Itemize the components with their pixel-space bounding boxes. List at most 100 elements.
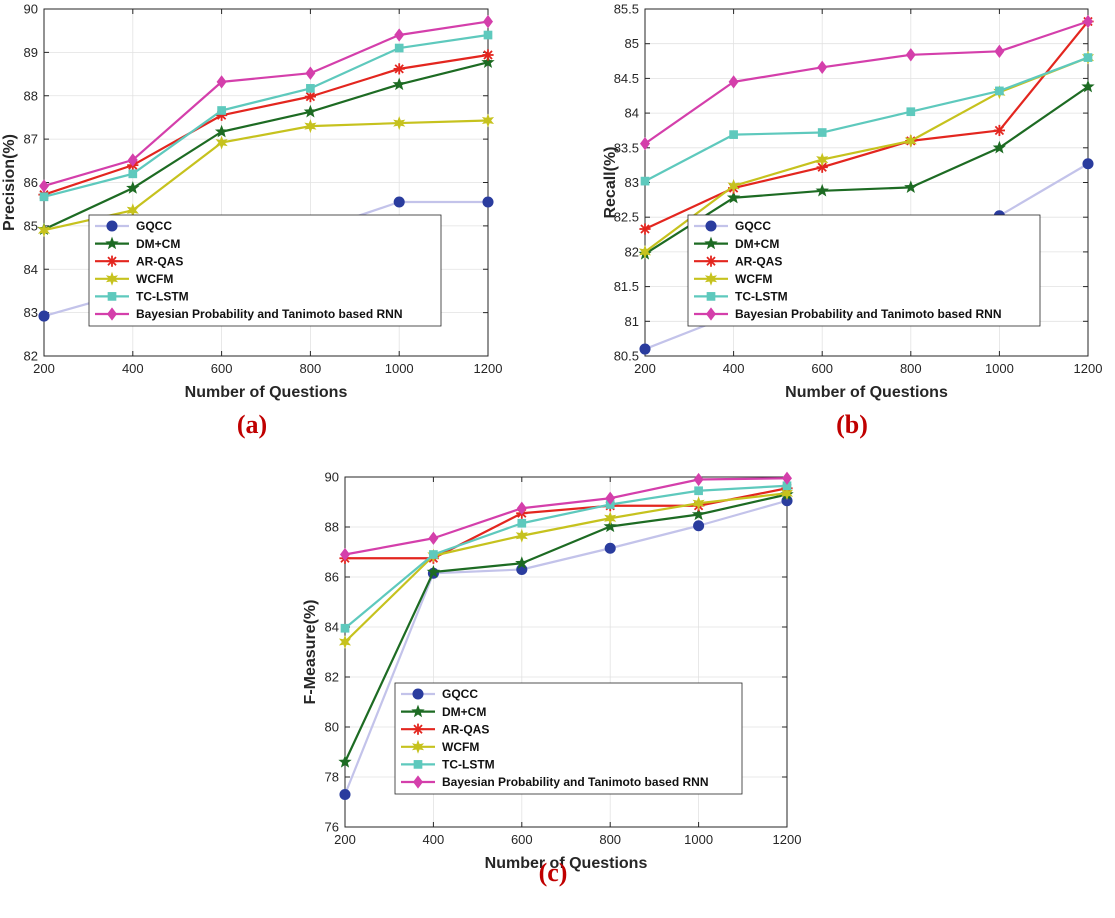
y-tick-label: 86: [24, 175, 38, 190]
legend-marker-dm-cm: [105, 236, 119, 250]
data-point-wcfm: [304, 119, 317, 134]
data-point-bayesian-probability-and-tanimoto-based-rnn: [782, 471, 792, 485]
data-point-bayesian-probability-and-tanimoto-based-rnn: [994, 44, 1005, 58]
y-tick-label: 89: [24, 45, 38, 60]
data-point-wcfm: [481, 113, 495, 128]
series-line-gqcc: [343, 499, 788, 795]
x-axis-label: Number of Questions: [785, 384, 948, 401]
series-line-ar-qas: [43, 53, 489, 196]
series-line-ar-qas: [345, 487, 788, 560]
x-axis-label: Number of Questions: [185, 384, 348, 401]
data-point-dm-cm: [815, 183, 829, 197]
data-point-dm-cm: [426, 565, 441, 578]
legend-label-gqcc: GQCC: [136, 219, 172, 233]
data-point-gqcc: [482, 196, 494, 208]
legend-marker-tc-lstm: [413, 760, 423, 769]
data-point-bayesian-probability-and-tanimoto-based-rnn: [905, 48, 916, 62]
data-point-dm-cm: [481, 55, 495, 69]
y-tick-label: 90: [325, 470, 339, 485]
data-point-tc-lstm: [39, 192, 49, 202]
legend-marker-wcfm: [105, 271, 119, 286]
data-point-dm-cm: [603, 519, 617, 533]
x-tick-label: 800: [900, 361, 922, 376]
y-tick-label: 88: [24, 88, 38, 103]
data-point-dm-cm: [392, 77, 406, 91]
legend-label-gqcc: GQCC: [735, 219, 771, 233]
y-tick-label: 84: [24, 262, 38, 277]
x-tick-label: 600: [511, 832, 533, 847]
legend-marker-ar-qas: [412, 723, 424, 735]
data-point-wcfm: [727, 178, 740, 193]
x-tick-label: 800: [300, 361, 322, 376]
data-point-bayesian-probability-and-tanimoto-based-rnn: [216, 75, 227, 89]
y-tick-label: 81.5: [614, 279, 639, 294]
panel-caption-b: (b): [836, 410, 868, 439]
x-tick-label: 1200: [1074, 361, 1103, 376]
data-point-bayesian-probability-and-tanimoto-based-rnn: [340, 547, 350, 562]
data-point-bayesian-probability-and-tanimoto-based-rnn: [1083, 14, 1093, 29]
legend-marker-wcfm: [704, 271, 718, 286]
data-point-bayesian-probability-and-tanimoto-based-rnn: [693, 472, 704, 487]
chart-panel-a: 82 83 84 85 86 87 88 89 90 200 400 600 800 1000 1200 Nu…: [1, 2, 502, 402]
series-line-bayesian-probability-and-tanimoto-based-rnn: [644, 20, 1089, 145]
x-tick-label: 200: [334, 832, 356, 847]
legend-label-dm-cm: DM+CM: [442, 705, 486, 719]
legend-label-tc-lstm: TC-LSTM: [136, 290, 189, 304]
data-point-ar-qas: [304, 91, 316, 103]
legend-label-dm-cm: DM+CM: [136, 237, 180, 251]
legend-marker-bayesian-probability-and-tanimoto-based-rnn: [413, 775, 423, 789]
data-point-bayesian-probability-and-tanimoto-based-rnn: [39, 179, 49, 193]
x-tick-label: 400: [423, 832, 445, 847]
x-tick-label: 1200: [773, 832, 802, 847]
data-point-wcfm: [338, 635, 352, 649]
series-line-tc-lstm: [43, 33, 489, 198]
data-point-tc-lstm: [128, 169, 138, 179]
data-point-ar-qas: [639, 223, 651, 235]
legend-marker-bayesian-probability-and-tanimoto-based-rnn: [706, 307, 716, 321]
data-point-tc-lstm: [995, 86, 1004, 96]
data-point-bayesian-probability-and-tanimoto-based-rnn: [305, 66, 316, 80]
data-point-tc-lstm: [394, 43, 404, 53]
x-axis-label: Number of Questions: [485, 855, 648, 872]
data-point-bayesian-probability-and-tanimoto-based-rnn: [640, 136, 650, 151]
data-point-wcfm: [126, 203, 139, 218]
legend-label-ar-qas: AR-QAS: [136, 254, 183, 268]
series-line-dm-cm: [344, 493, 788, 763]
data-point-wcfm: [904, 133, 917, 148]
legend-marker-ar-qas: [705, 255, 717, 267]
y-tick-label: 87: [24, 132, 38, 147]
data-point-tc-lstm: [517, 518, 527, 528]
data-point-dm-cm: [303, 104, 318, 118]
legend-marker-gqcc: [106, 220, 118, 232]
legend-marker-ar-qas: [106, 255, 118, 267]
data-point-ar-qas: [993, 124, 1005, 137]
data-point-gqcc: [604, 542, 616, 554]
data-point-dm-cm: [992, 140, 1007, 154]
data-point-tc-lstm: [483, 30, 493, 40]
legend-label-wcfm: WCFM: [442, 740, 479, 754]
data-point-bayesian-probability-and-tanimoto-based-rnn: [428, 531, 439, 545]
data-point-wcfm: [692, 496, 705, 511]
y-tick-label: 85.5: [614, 2, 639, 17]
series-line-tc-lstm: [344, 484, 788, 630]
data-point-tc-lstm: [340, 623, 350, 633]
series-line-wcfm: [344, 492, 788, 643]
data-point-gqcc: [38, 310, 50, 322]
data-point-tc-lstm: [306, 84, 315, 93]
legend-marker-bayesian-probability-and-tanimoto-based-rnn: [107, 307, 117, 321]
y-tick-label: 83: [625, 175, 639, 190]
legend-label-tc-lstm: TC-LSTM: [735, 290, 788, 304]
x-tick-label: 1000: [985, 361, 1014, 376]
y-tick-label: 82.5: [614, 210, 639, 225]
data-point-tc-lstm: [729, 130, 738, 139]
legend-marker-gqcc: [705, 220, 717, 232]
data-point-bayesian-probability-and-tanimoto-based-rnn: [394, 28, 405, 42]
y-tick-label: 78: [325, 770, 339, 785]
x-tick-label: 1000: [684, 832, 713, 847]
legend-label-wcfm: WCFM: [136, 272, 173, 286]
data-point-gqcc: [639, 343, 651, 355]
data-point-tc-lstm: [217, 106, 226, 115]
data-point-gqcc: [1082, 158, 1094, 170]
data-point-tc-lstm: [817, 128, 827, 137]
